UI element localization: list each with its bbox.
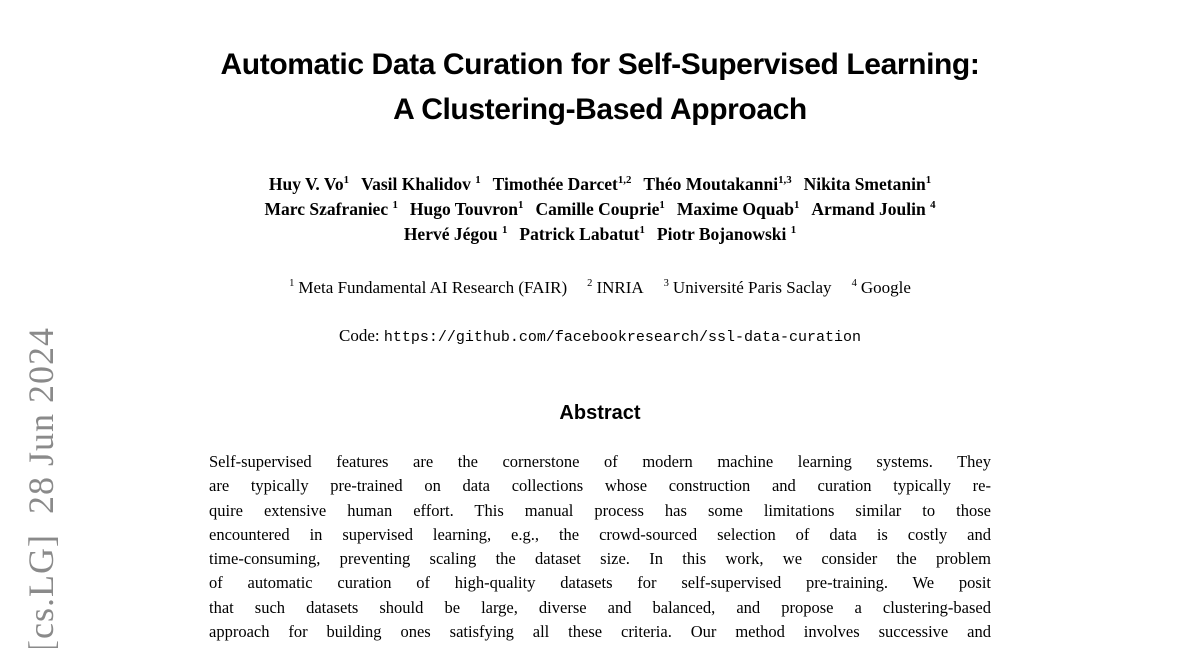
authors-block: Huy V. Vo1 Vasil Khalidov 1 Timothée Darce… — [0, 172, 1200, 247]
author-name: Maxime Oquab — [676, 199, 794, 219]
author: Marc Szafraniec 1 — [265, 199, 398, 219]
author: Théo Moutakanni1,3 — [643, 174, 791, 194]
author-name: Nikita Smetanin — [803, 174, 926, 194]
author-name: Vasil Khalidov — [361, 174, 476, 194]
affiliations: 1 Meta Fundamental AI Research (FAIR) 2 INR… — [0, 278, 1200, 298]
author: Armand Joulin 4 — [811, 199, 935, 219]
affiliation: 2 INRIA — [587, 278, 643, 297]
author-superscript: 1 — [794, 199, 800, 212]
author-superscript: 1 — [659, 199, 665, 212]
author: Piotr Bojanowski 1 — [657, 224, 796, 244]
author-name: Camille Couprie — [535, 199, 660, 219]
author: Timothée Darcet1,2 — [493, 174, 632, 194]
author: Camille Couprie1 — [535, 199, 664, 219]
abstract-line: time-consuming, preventing scaling the d… — [209, 549, 991, 569]
affiliation-name: Google — [860, 278, 911, 297]
author-name: Théo Moutakanni — [643, 174, 779, 194]
abstract-line: encountered in supervised learning, e.g.… — [209, 524, 991, 544]
authors-line-3: Hervé Jégou 1 Patrick Labatut1 Piotr Bojan… — [0, 222, 1200, 247]
author-superscript: 1,2 — [617, 174, 632, 187]
author-superscript: 1 — [475, 174, 481, 187]
affiliation-superscript: 4 — [851, 278, 857, 290]
author-name: Armand Joulin — [811, 199, 931, 219]
author: Vasil Khalidov 1 — [361, 174, 481, 194]
affiliation-superscript: 3 — [663, 278, 669, 290]
author-name: Piotr Bojanowski — [656, 224, 791, 244]
authors-line-1: Huy V. Vo1 Vasil Khalidov 1 Timothée Darce… — [0, 172, 1200, 197]
author-name: Huy V. Vo — [268, 174, 344, 194]
title-line-2: A Clustering-Based Approach — [393, 93, 807, 126]
abstract-line: that such datasets should be large, dive… — [209, 597, 991, 617]
affiliation-name: Meta Fundamental AI Research (FAIR) — [298, 278, 568, 297]
author-superscript: 1 — [518, 199, 524, 212]
affiliation-name: INRIA — [596, 278, 644, 297]
author-name: Patrick Labatut — [519, 224, 640, 244]
code-label: Code: — [339, 326, 380, 345]
author-superscript: 1 — [343, 174, 350, 187]
affiliation-superscript: 2 — [587, 278, 593, 290]
author-superscript: 1 — [392, 199, 398, 212]
author: Nikita Smetanin1 — [804, 174, 931, 194]
author: Hugo Touvron1 — [410, 199, 524, 219]
arxiv-stamp: [cs.LG] 28 Jun 2024 — [21, 327, 61, 648]
author-superscript: 1 — [790, 224, 797, 237]
code-line: Code: https://github.com/facebookresearc… — [0, 326, 1200, 346]
affiliation: 3 Université Paris Saclay — [664, 278, 832, 297]
author: Hervé Jégou 1 — [404, 224, 508, 244]
author-name: Timothée Darcet — [492, 174, 618, 194]
code-url-link[interactable]: https://github.com/facebookresearch/ssl-… — [383, 329, 861, 346]
author: Patrick Labatut1 — [519, 224, 645, 244]
author-superscript: 1 — [501, 224, 508, 237]
author-name: Hugo Touvron — [409, 199, 519, 219]
author-superscript: 1 — [925, 174, 932, 187]
affiliation-superscript: 1 — [289, 278, 295, 290]
title-line-1: Automatic Data Curation for Self-Supervi… — [220, 48, 980, 81]
affiliation: 1 Meta Fundamental AI Research (FAIR) — [289, 278, 567, 297]
author-name: Hervé Jégou — [403, 224, 502, 244]
affiliation: 4 Google — [852, 278, 911, 297]
author-name: Marc Szafraniec — [264, 199, 393, 219]
author-superscript: 1,3 — [778, 174, 792, 187]
abstract-line: Self-supervised features are the corners… — [209, 452, 991, 471]
abstract-heading: Abstract — [559, 402, 641, 424]
author: Maxime Oquab1 — [677, 199, 800, 219]
author-superscript: 1 — [639, 224, 645, 237]
paper-title: Automatic Data Curation for Self-Supervi… — [0, 42, 1200, 132]
affiliation-name: Université Paris Saclay — [672, 278, 832, 297]
author-superscript: 4 — [930, 199, 936, 212]
authors-line-2: Marc Szafraniec 1 Hugo Touvron1 Camille Co… — [0, 197, 1200, 222]
abstract-line: approach for building ones satisfying al… — [209, 622, 991, 642]
abstract-line: are typically pre-trained on data collec… — [209, 476, 991, 496]
abstract-line: quire extensive human effort. This manua… — [209, 500, 991, 520]
author: Huy V. Vo1 — [269, 174, 349, 194]
abstract-line: of automatic curation of high-quality da… — [209, 573, 991, 593]
abstract-text: Self-supervised features are the corners… — [209, 450, 991, 644]
